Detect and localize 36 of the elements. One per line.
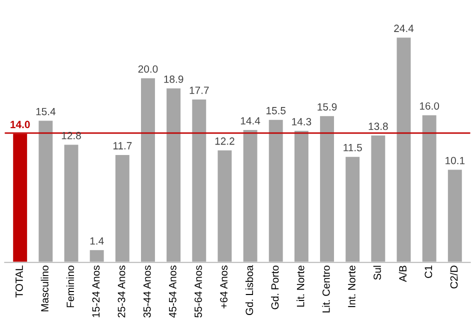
x-tick-label: Lit. Centro	[322, 266, 330, 312]
data-label: 15.9	[318, 103, 337, 111]
x-tick-label: Masculino	[40, 266, 48, 312]
x-tick-label: Feminino	[66, 266, 74, 308]
data-label: 18.9	[164, 76, 184, 83]
x-tick-label: C2/D	[450, 266, 458, 288]
x-tick-label: TOTAL	[16, 266, 23, 298]
data-label: 14.4	[240, 117, 260, 124]
data-label: 20.0	[138, 65, 158, 73]
x-tick-label: 45-54 Anos	[169, 266, 176, 318]
data-label: 13.8	[368, 122, 388, 130]
x-tick-label: +64 Anos	[220, 266, 228, 308]
data-label: 11.7	[113, 142, 132, 150]
data-label: 14.3	[292, 118, 312, 126]
x-tick-label: Gd. Porto	[271, 266, 279, 310]
data-label: 11.5	[344, 144, 362, 152]
data-label: 12.8	[62, 132, 81, 140]
data-label: 1.4	[90, 237, 104, 245]
data-label: 16.0	[420, 102, 440, 110]
x-tick-label: 15-24 Anos	[92, 266, 100, 318]
data-label: 14.0	[10, 120, 30, 128]
x-tick-label: Gd. Lisboa	[245, 265, 254, 316]
x-tick-label: A/B	[398, 266, 407, 282]
x-tick-label: 25-34 Anos	[118, 266, 126, 318]
x-tick-label: C1	[424, 266, 432, 278]
x-tick-label: Sul	[373, 266, 381, 280]
data-label: 15.4	[36, 108, 56, 116]
x-tick-label: 35-44 Anos	[143, 266, 151, 318]
x-tick-label: Int. Norte	[348, 266, 356, 308]
x-tick-label: Lit. Norte	[296, 266, 304, 307]
data-label: 10.1	[446, 156, 465, 164]
data-label: 12.2	[215, 137, 234, 145]
data-label: 17.7	[190, 86, 209, 94]
x-tick-label: 55-64 Anos	[194, 266, 202, 318]
data-label: 15.5	[266, 107, 286, 114]
data-label: 24.4	[394, 24, 414, 32]
